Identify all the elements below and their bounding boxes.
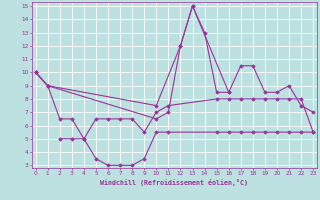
X-axis label: Windchill (Refroidissement éolien,°C): Windchill (Refroidissement éolien,°C) <box>100 179 248 186</box>
